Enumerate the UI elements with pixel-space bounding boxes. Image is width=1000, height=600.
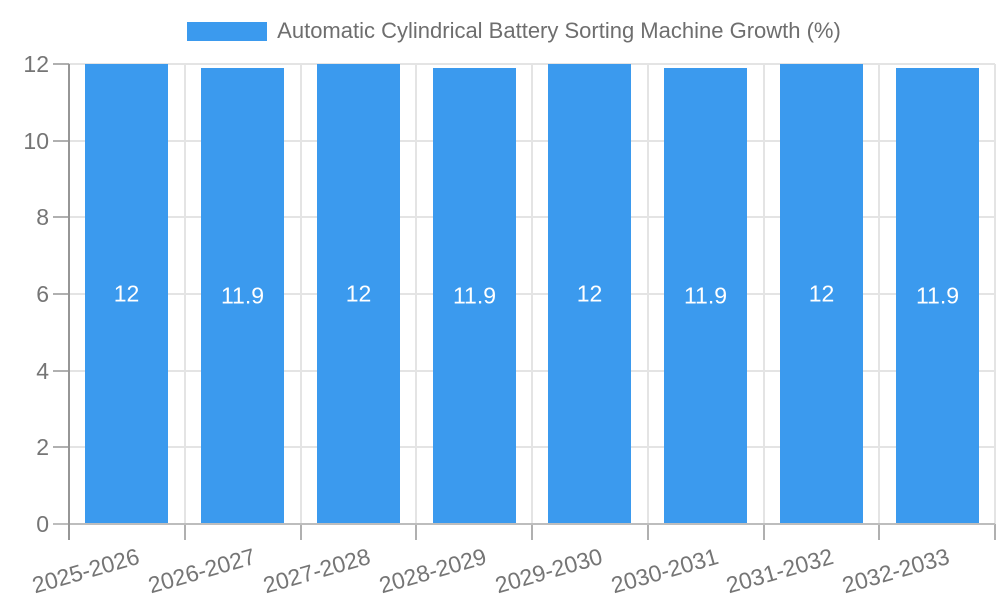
x-tick [647, 524, 649, 540]
bar-value-label: 12 [808, 280, 835, 307]
legend-label: Automatic Cylindrical Battery Sorting Ma… [277, 18, 841, 43]
y-gridline [53, 446, 995, 448]
bar-value-label: 11.9 [683, 282, 728, 309]
y-gridline [53, 370, 995, 372]
x-tick [300, 524, 302, 540]
x-tick [763, 524, 765, 540]
y-gridline [53, 63, 995, 65]
legend-swatch [187, 21, 268, 41]
y-tick [53, 293, 69, 295]
y-tick-label: 0 [36, 511, 49, 537]
bar-value-label: 11.9 [452, 282, 497, 309]
x-gridline [184, 64, 186, 524]
y-tick-label: 12 [23, 51, 49, 77]
x-tick [531, 524, 533, 540]
x-gridline [878, 64, 880, 524]
bar-value-label: 11.9 [915, 282, 960, 309]
y-gridline [53, 140, 995, 142]
bar[interactable]: 12 [780, 64, 863, 524]
y-tick-label: 10 [23, 128, 49, 154]
x-tick [184, 524, 186, 540]
y-gridline [53, 216, 995, 218]
bar-value-label: 12 [113, 280, 140, 307]
y-tick [53, 370, 69, 372]
x-axis-line [53, 523, 995, 525]
bar[interactable]: 11.9 [664, 68, 747, 524]
y-tick [53, 63, 69, 65]
bar[interactable]: 12 [85, 64, 168, 524]
x-tick [415, 524, 417, 540]
y-tick-label: 4 [36, 358, 49, 384]
y-tick [53, 140, 69, 142]
bar[interactable]: 12 [548, 64, 631, 524]
x-gridline [647, 64, 649, 524]
y-axis-line [68, 64, 70, 540]
bar-value-label: 12 [576, 280, 603, 307]
y-tick [53, 446, 69, 448]
bar[interactable]: 11.9 [201, 68, 284, 524]
y-tick [53, 216, 69, 218]
x-tick [994, 524, 996, 540]
bar-value-label: 12 [345, 280, 372, 307]
y-gridline [53, 293, 995, 295]
bar-value-label: 11.9 [220, 282, 265, 309]
legend[interactable]: Automatic Cylindrical Battery Sorting Ma… [14, 16, 1000, 46]
bar[interactable]: 12 [317, 64, 400, 524]
bar[interactable]: 11.9 [896, 68, 979, 524]
x-gridline [994, 64, 996, 524]
x-gridline [763, 64, 765, 524]
x-gridline [531, 64, 533, 524]
bar[interactable]: 11.9 [433, 68, 516, 524]
x-gridline [300, 64, 302, 524]
x-tick [878, 524, 880, 540]
y-tick-label: 6 [36, 281, 49, 307]
y-tick-label: 8 [36, 204, 49, 230]
y-tick-label: 2 [36, 434, 49, 460]
x-gridline [415, 64, 417, 524]
